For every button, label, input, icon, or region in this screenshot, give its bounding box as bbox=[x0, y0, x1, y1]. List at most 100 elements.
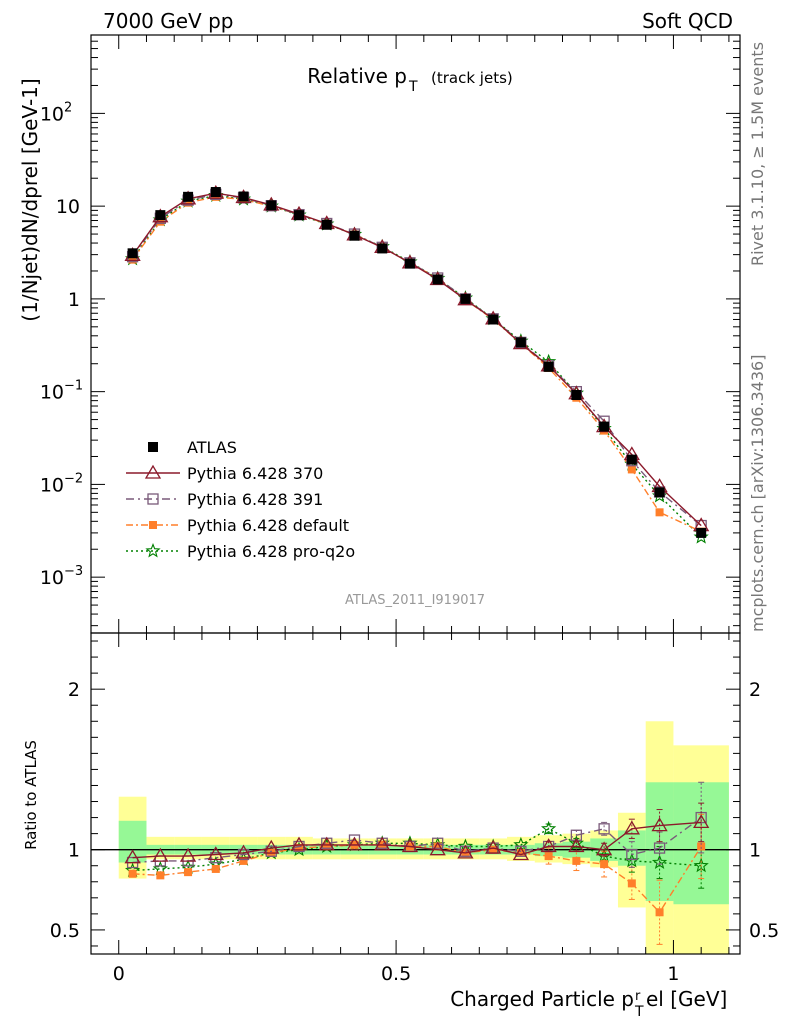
svg-text:10: 10 bbox=[56, 196, 80, 218]
ratio-point bbox=[128, 869, 137, 878]
legend-label: Pythia 6.428 default bbox=[187, 516, 349, 535]
ratio-point bbox=[623, 820, 640, 835]
ratio-point bbox=[626, 848, 638, 861]
legend-item: Pythia 6.428 370 bbox=[126, 464, 323, 483]
data-point bbox=[460, 293, 471, 304]
ratio-point bbox=[235, 844, 252, 859]
ratio-point bbox=[263, 839, 280, 854]
ratio-point bbox=[516, 848, 525, 857]
data-point bbox=[377, 243, 388, 254]
y-tick-label: 10 bbox=[56, 196, 80, 218]
ratio-series-pythia-6-428-370 bbox=[124, 802, 710, 864]
data-point bbox=[404, 258, 415, 269]
ratio-point bbox=[207, 846, 224, 861]
ratio-point bbox=[295, 844, 304, 853]
mcplots-label: mcplots.cern.ch [arXiv:1306.3436] bbox=[748, 355, 767, 632]
series-pythia-6-428-default bbox=[128, 192, 706, 536]
ratio-point bbox=[540, 838, 557, 853]
ratio-point bbox=[693, 857, 709, 873]
ratio-y-tick-label-right: 1 bbox=[749, 840, 761, 862]
legend-item: Pythia 6.428 391 bbox=[126, 490, 323, 509]
ratio-point bbox=[457, 844, 474, 859]
header-right: Soft QCD bbox=[642, 9, 733, 33]
ratio-point bbox=[653, 842, 666, 854]
ratio-point bbox=[544, 852, 553, 861]
y-tick-label: 10 2 bbox=[40, 100, 72, 125]
ratio-point bbox=[290, 836, 308, 851]
x-axis-label: Charged Particle p bbox=[450, 987, 634, 1011]
ratio-line bbox=[132, 821, 702, 859]
series-line bbox=[132, 194, 702, 538]
ratio-point bbox=[179, 847, 197, 862]
data-point bbox=[488, 314, 499, 325]
ratio-point bbox=[239, 856, 248, 865]
data-point bbox=[238, 191, 249, 202]
y-tick-label: 10 −1 bbox=[40, 379, 83, 404]
ratio-point bbox=[655, 908, 664, 917]
ratio-point bbox=[651, 817, 668, 832]
legend-marker bbox=[149, 521, 157, 529]
ratio-point bbox=[697, 842, 706, 851]
data-point bbox=[155, 210, 166, 221]
data-point bbox=[655, 508, 664, 517]
y-tick-label: 10 −2 bbox=[40, 471, 83, 496]
legend-item: Pythia 6.428 default bbox=[126, 516, 349, 535]
svg-text:−2: −2 bbox=[64, 471, 83, 486]
svg-text:10: 10 bbox=[40, 103, 64, 125]
data-point bbox=[294, 210, 305, 221]
legend-marker bbox=[147, 493, 159, 505]
band-stat bbox=[118, 820, 147, 863]
legend-item: Pythia 6.428 pro-q2o bbox=[126, 542, 355, 561]
ratio-point bbox=[598, 823, 610, 835]
x-tick-label: 0 bbox=[113, 963, 125, 985]
ratio-point bbox=[512, 846, 530, 861]
ratio-point bbox=[401, 838, 419, 853]
legend-label: Pythia 6.428 370 bbox=[187, 464, 323, 483]
data-point bbox=[127, 248, 138, 259]
x-tick-label: 0.5 bbox=[381, 963, 411, 985]
ratio-point bbox=[210, 852, 222, 864]
ratio-panel: 0.5 0.5 1 1 2 2 0 0.5 1 Ratio to ATLAS Charged P… bbox=[22, 632, 779, 1020]
data-point bbox=[571, 390, 582, 401]
data-point bbox=[654, 487, 665, 498]
data-point bbox=[515, 337, 526, 348]
svg-text:10: 10 bbox=[40, 567, 64, 589]
x-axis-label-sub: T bbox=[634, 1004, 644, 1020]
ratio-point bbox=[429, 841, 446, 856]
main-y-axis-label: (1/Njet)dN/dprel [GeV-1] bbox=[18, 78, 42, 321]
data-point bbox=[627, 465, 636, 474]
ratio-point bbox=[541, 820, 557, 836]
legend-label: ATLAS bbox=[187, 438, 237, 457]
ratio-point bbox=[596, 848, 612, 863]
svg-text:1: 1 bbox=[68, 289, 80, 311]
ratio-line bbox=[132, 817, 702, 864]
ratio-y-axis-label: Ratio to ATLAS bbox=[22, 740, 40, 850]
y-tick-label: 1 bbox=[68, 289, 80, 311]
ratio-point bbox=[374, 836, 391, 851]
x-axis-label-tail: el [GeV] bbox=[646, 987, 727, 1011]
data-point bbox=[349, 230, 360, 241]
legend-label: Pythia 6.428 391 bbox=[187, 490, 323, 509]
ratio-point bbox=[184, 868, 193, 877]
svg-text:10: 10 bbox=[40, 382, 64, 404]
ratio-point bbox=[322, 842, 331, 851]
ratio-point bbox=[485, 839, 502, 854]
legend: ATLAS Pythia 6.428 370 Pythia 6.428 391 Pyt… bbox=[126, 438, 355, 561]
rivet-label: Rivet 3.1.10, ≥ 1.5M events bbox=[748, 42, 767, 266]
ratio-point bbox=[152, 847, 169, 862]
data-point bbox=[432, 274, 443, 285]
legend-marker bbox=[145, 542, 161, 558]
chart-title-sub: T bbox=[408, 79, 418, 95]
data-point bbox=[128, 255, 137, 264]
analysis-id: ATLAS_2011_I919017 bbox=[345, 593, 485, 608]
data-point bbox=[321, 219, 332, 230]
ratio-point bbox=[265, 845, 277, 857]
data-point bbox=[696, 527, 707, 538]
ratio-point bbox=[346, 836, 363, 851]
legend-item: ATLAS bbox=[148, 438, 237, 457]
ratio-frame bbox=[90, 632, 741, 955]
ratio-point bbox=[433, 842, 442, 851]
header-left: 7000 GeV pp bbox=[103, 9, 234, 33]
ratio-y-tick-label-right: 0.5 bbox=[749, 920, 779, 942]
